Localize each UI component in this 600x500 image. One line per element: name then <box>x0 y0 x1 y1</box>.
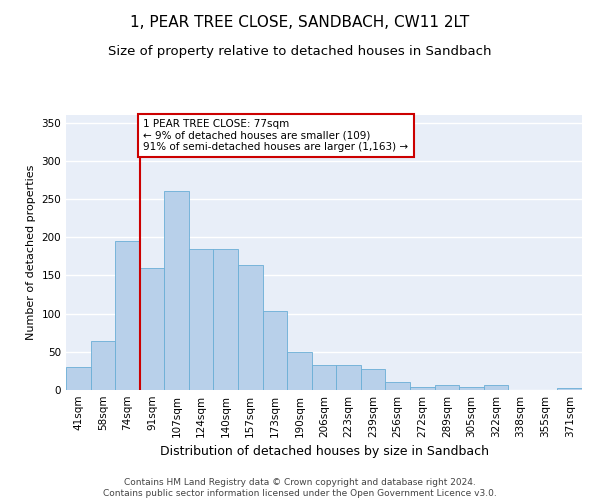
Bar <box>140 268 164 390</box>
Text: 1 PEAR TREE CLOSE: 77sqm
← 9% of detached houses are smaller (109)
91% of semi-d: 1 PEAR TREE CLOSE: 77sqm ← 9% of detache… <box>143 119 409 152</box>
Y-axis label: Number of detached properties: Number of detached properties <box>26 165 36 340</box>
Bar <box>385 382 410 390</box>
Bar <box>238 266 263 390</box>
Text: Size of property relative to detached houses in Sandbach: Size of property relative to detached ho… <box>108 45 492 58</box>
Bar <box>557 388 582 390</box>
Bar <box>484 386 508 390</box>
Bar <box>434 386 459 390</box>
Bar <box>164 192 189 390</box>
Bar <box>312 365 336 390</box>
Bar <box>263 312 287 390</box>
Bar <box>459 387 484 390</box>
Bar <box>91 341 115 390</box>
X-axis label: Distribution of detached houses by size in Sandbach: Distribution of detached houses by size … <box>160 446 488 458</box>
Text: Contains HM Land Registry data © Crown copyright and database right 2024.
Contai: Contains HM Land Registry data © Crown c… <box>103 478 497 498</box>
Bar <box>361 368 385 390</box>
Bar <box>287 352 312 390</box>
Bar <box>336 365 361 390</box>
Bar <box>410 387 434 390</box>
Bar <box>189 248 214 390</box>
Bar <box>66 367 91 390</box>
Bar <box>214 248 238 390</box>
Text: 1, PEAR TREE CLOSE, SANDBACH, CW11 2LT: 1, PEAR TREE CLOSE, SANDBACH, CW11 2LT <box>130 15 470 30</box>
Bar <box>115 241 140 390</box>
